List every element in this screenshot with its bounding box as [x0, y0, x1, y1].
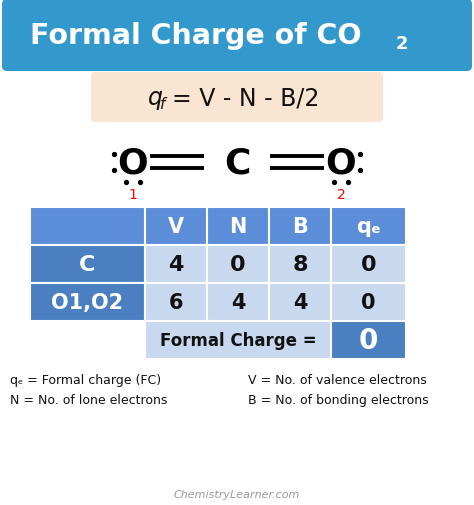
Text: Formal Charge of CO: Formal Charge of CO: [30, 22, 362, 50]
Text: Formal Charge =: Formal Charge =: [160, 331, 316, 349]
FancyBboxPatch shape: [207, 208, 269, 245]
FancyBboxPatch shape: [30, 245, 145, 283]
Text: 4: 4: [231, 292, 245, 313]
FancyBboxPatch shape: [145, 283, 207, 321]
Text: B: B: [292, 217, 308, 236]
FancyBboxPatch shape: [207, 245, 269, 283]
FancyBboxPatch shape: [30, 208, 145, 245]
Text: V: V: [168, 217, 184, 236]
Text: qₑ: qₑ: [356, 217, 381, 236]
Text: 0: 0: [230, 255, 246, 274]
Text: 2: 2: [337, 188, 346, 201]
Text: 4: 4: [293, 292, 307, 313]
Text: 4: 4: [168, 255, 184, 274]
Text: O: O: [326, 146, 356, 180]
Text: qₑ = Formal charge (FC): qₑ = Formal charge (FC): [10, 373, 161, 386]
Text: O1,O2: O1,O2: [52, 292, 124, 313]
FancyBboxPatch shape: [331, 321, 406, 359]
FancyBboxPatch shape: [145, 208, 207, 245]
Text: = V - N - B/2: = V - N - B/2: [172, 86, 319, 110]
Text: 2: 2: [396, 35, 409, 53]
Text: C: C: [224, 146, 250, 180]
Text: N = No. of lone electrons: N = No. of lone electrons: [10, 393, 167, 406]
FancyBboxPatch shape: [207, 283, 269, 321]
Text: V = No. of valence electrons: V = No. of valence electrons: [248, 373, 427, 386]
Text: ChemistryLearner.com: ChemistryLearner.com: [174, 489, 300, 499]
FancyBboxPatch shape: [91, 73, 383, 123]
Text: f: f: [160, 96, 165, 111]
FancyBboxPatch shape: [269, 245, 331, 283]
FancyBboxPatch shape: [269, 283, 331, 321]
Text: q: q: [148, 86, 163, 110]
FancyBboxPatch shape: [269, 208, 331, 245]
Text: 0: 0: [361, 255, 376, 274]
FancyBboxPatch shape: [30, 283, 145, 321]
Text: 1: 1: [128, 188, 137, 201]
FancyBboxPatch shape: [331, 283, 406, 321]
Text: 0: 0: [359, 326, 378, 355]
Text: 6: 6: [169, 292, 183, 313]
FancyBboxPatch shape: [145, 321, 331, 359]
FancyBboxPatch shape: [145, 245, 207, 283]
FancyBboxPatch shape: [331, 245, 406, 283]
Text: B = No. of bonding electrons: B = No. of bonding electrons: [248, 393, 428, 406]
Text: 8: 8: [292, 255, 308, 274]
Text: 0: 0: [361, 292, 376, 313]
Text: N: N: [229, 217, 246, 236]
Text: O: O: [118, 146, 148, 180]
Text: C: C: [79, 255, 96, 274]
FancyBboxPatch shape: [2, 0, 472, 72]
FancyBboxPatch shape: [331, 208, 406, 245]
